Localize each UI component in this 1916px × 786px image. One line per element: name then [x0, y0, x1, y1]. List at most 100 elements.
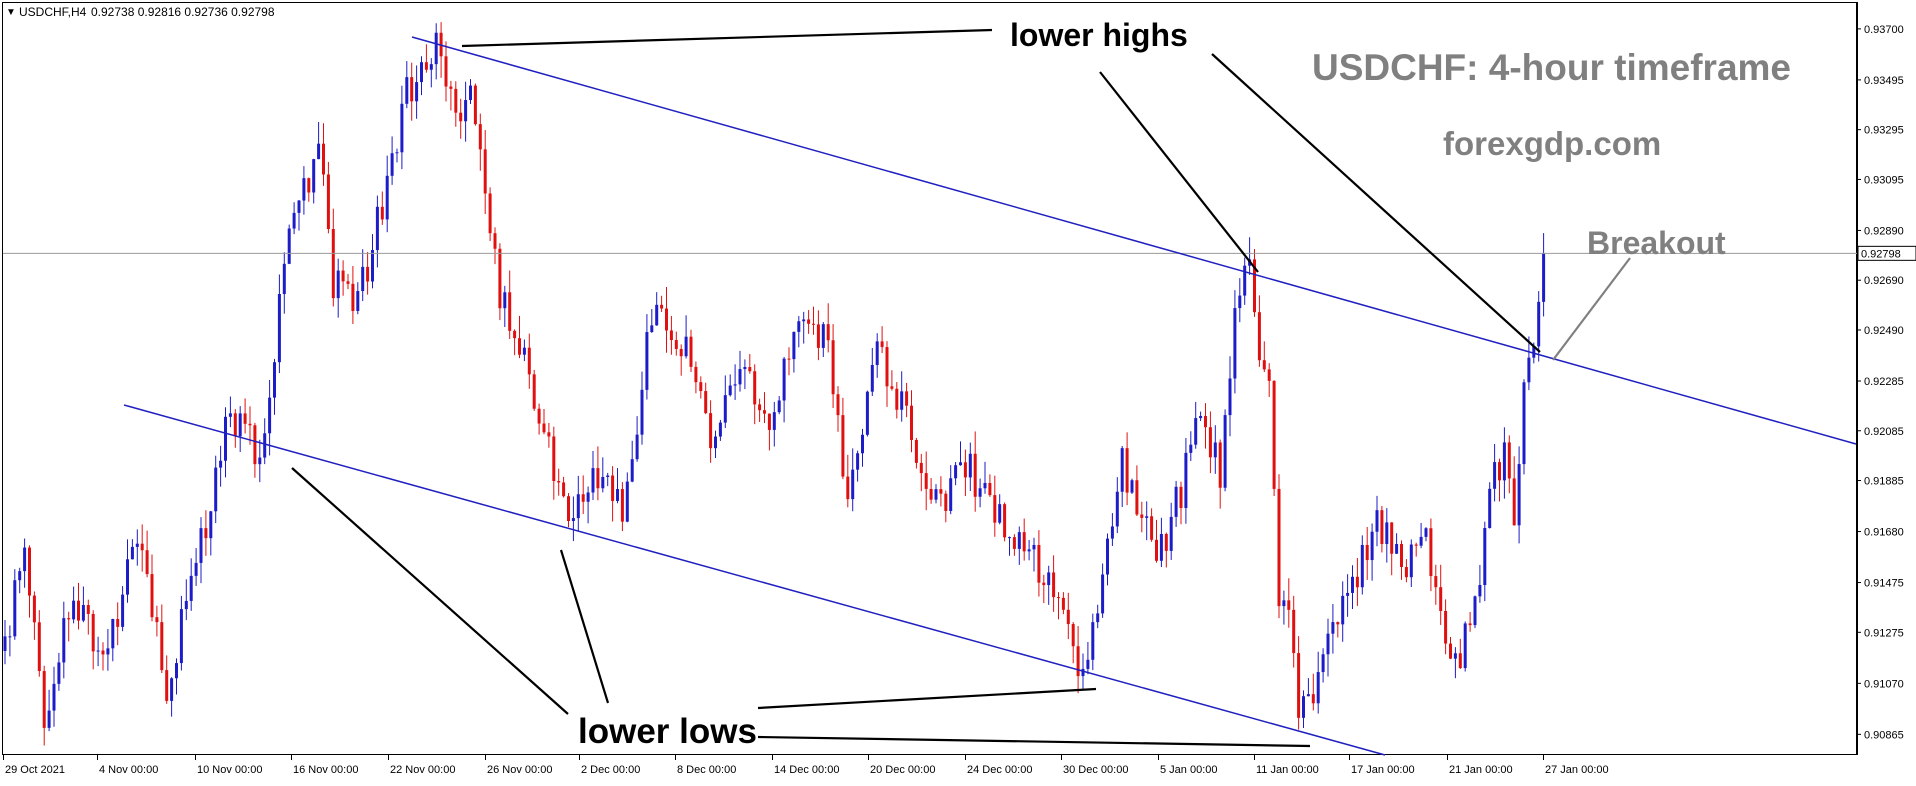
candle — [361, 249, 365, 302]
candle-body — [91, 613, 95, 652]
candle — [1370, 523, 1374, 581]
candle — [723, 375, 727, 429]
candle — [1522, 379, 1526, 475]
candle — [919, 453, 923, 492]
candle — [1174, 480, 1178, 527]
candle-body — [282, 263, 286, 295]
candle — [865, 390, 869, 437]
candle-body — [1453, 653, 1457, 659]
candle — [72, 586, 76, 624]
candle — [449, 80, 453, 111]
time-tick-label: 14 Dec 00:00 — [774, 764, 839, 776]
candle-body — [469, 85, 472, 101]
candle — [224, 407, 227, 478]
lower-lows-pointer-mid — [559, 549, 610, 704]
candle-body — [1409, 544, 1413, 578]
candle — [1106, 533, 1109, 586]
candle-body — [1542, 253, 1546, 302]
candle — [1032, 537, 1036, 572]
candle-body — [767, 413, 771, 430]
candle — [1218, 439, 1222, 509]
candle-body — [503, 292, 507, 309]
candle — [704, 382, 708, 415]
candle-body — [1331, 622, 1335, 634]
price-tick-label: 0.93700 — [1864, 24, 1904, 36]
header-caret[interactable]: ▼ — [6, 7, 16, 18]
candle-body — [748, 367, 752, 372]
candle-body — [616, 489, 619, 501]
candle-body — [130, 546, 134, 560]
price-tick-label: 0.92690 — [1864, 275, 1904, 287]
candle-body — [57, 662, 61, 684]
time-tick-label: 11 Jan 00:00 — [1256, 764, 1319, 776]
candle-body — [444, 56, 448, 87]
candle-body — [576, 494, 580, 519]
candle-body — [870, 365, 874, 392]
candle — [243, 398, 247, 434]
candle — [189, 558, 193, 611]
candle-body — [1032, 544, 1036, 550]
candle — [571, 496, 575, 542]
candle — [1277, 474, 1281, 619]
candle — [772, 401, 776, 447]
candle — [454, 81, 458, 127]
candle — [57, 652, 61, 691]
candle — [1473, 595, 1477, 629]
candle-body — [135, 543, 139, 547]
candle-body — [1106, 538, 1109, 575]
candle-body — [175, 663, 178, 679]
candle-body — [1057, 597, 1060, 599]
candle-body — [1400, 544, 1403, 568]
candle-body — [625, 481, 629, 522]
candle — [611, 466, 615, 522]
candle — [1483, 521, 1487, 602]
candle-body — [366, 266, 370, 282]
candle-body — [219, 460, 223, 468]
candle-body — [52, 683, 56, 711]
candle-body — [689, 336, 693, 367]
candle — [1512, 456, 1516, 526]
candle-body — [23, 547, 27, 572]
candle-body — [821, 324, 825, 348]
candle-body — [395, 152, 399, 154]
candle-body — [1282, 600, 1286, 607]
lower-lows-pointer-left — [291, 467, 569, 715]
candle-body — [601, 477, 605, 489]
candle — [395, 148, 399, 163]
candle — [954, 462, 958, 486]
candle — [963, 449, 967, 496]
candle-body — [1439, 587, 1443, 611]
candle-body — [1012, 537, 1016, 549]
candle — [660, 295, 664, 313]
time-tick-label: 4 Nov 00:00 — [99, 764, 158, 776]
candle — [620, 482, 624, 532]
candle — [263, 418, 267, 465]
candle — [1223, 409, 1227, 492]
time-tick-label: 29 Oct 2021 — [5, 764, 65, 776]
candle — [62, 601, 66, 679]
candle-body — [253, 425, 257, 465]
candle — [96, 636, 100, 667]
candle — [743, 359, 747, 390]
candle-body — [552, 436, 556, 482]
candle-body — [1297, 653, 1301, 718]
candle — [1341, 581, 1345, 642]
price-tick-label: 0.93095 — [1864, 174, 1904, 186]
candle-body — [459, 112, 463, 122]
candle-body — [944, 493, 948, 511]
candle — [1194, 401, 1198, 449]
candle-body — [1052, 572, 1056, 598]
candle-body — [988, 483, 992, 496]
lower-highs-label: lower highs — [1010, 17, 1188, 53]
candle — [464, 81, 468, 142]
candle — [199, 517, 203, 584]
candle-body — [772, 412, 776, 430]
candle-body — [390, 153, 394, 176]
candle — [557, 468, 561, 496]
candle-body — [929, 488, 933, 500]
candle-body — [1243, 265, 1247, 296]
candle — [1150, 508, 1154, 542]
candle — [1027, 540, 1031, 561]
candle — [8, 625, 12, 657]
